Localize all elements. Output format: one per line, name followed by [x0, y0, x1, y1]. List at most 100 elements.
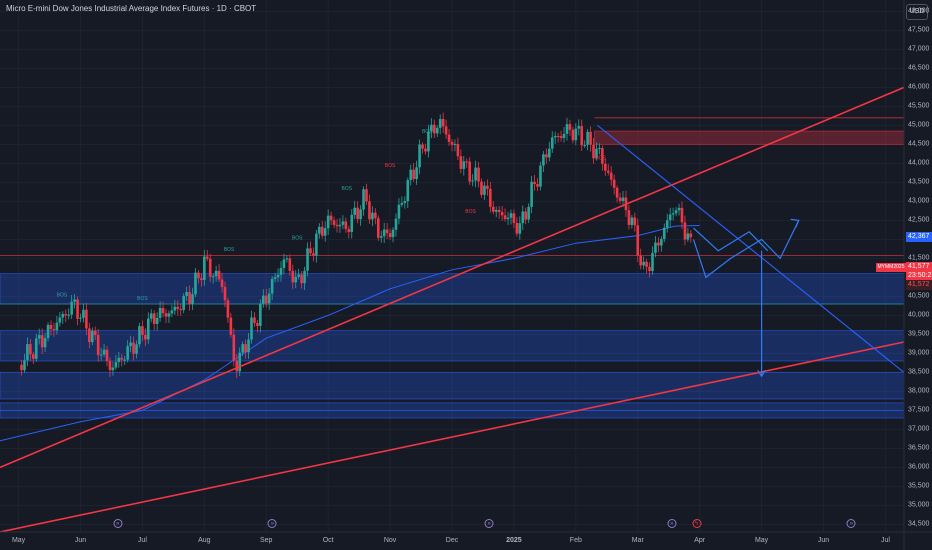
- y-tick-label: 40,500: [908, 292, 930, 300]
- candle-body: [241, 344, 244, 353]
- candle-body: [435, 127, 439, 134]
- candle-body: [90, 330, 94, 343]
- candle-body: [674, 210, 678, 214]
- candle-body: [545, 154, 548, 158]
- y-tick-label: 38,500: [908, 368, 930, 376]
- candle-body: [315, 233, 318, 256]
- candle-body: [639, 255, 643, 266]
- y-tick-label: 47,000: [908, 45, 930, 53]
- candle-body: [480, 181, 483, 195]
- candle-body: [203, 256, 206, 280]
- candle-body: [654, 242, 657, 253]
- candle-body: [586, 131, 589, 145]
- candle-body: [589, 131, 592, 145]
- chart-title: Micro E-mini Dow Jones Industrial Averag…: [6, 4, 257, 13]
- candle-body: [379, 236, 383, 238]
- candle-body: [365, 189, 368, 202]
- event-marker-icon[interactable]: »: [484, 519, 494, 528]
- candle-body: [438, 119, 442, 128]
- symbol-tag: MYMM2025: [876, 263, 906, 272]
- x-tick-label: Jul: [880, 537, 890, 544]
- candle-body: [132, 342, 135, 354]
- zone-box: [0, 330, 905, 362]
- y-tick-label: 35,500: [908, 482, 930, 490]
- candle-body: [683, 222, 687, 240]
- event-marker-icon[interactable]: »: [667, 519, 677, 528]
- candle-body: [347, 229, 351, 232]
- candle-body: [450, 141, 454, 145]
- candle-body: [261, 295, 265, 304]
- candle-body: [250, 317, 253, 340]
- candle-body: [158, 307, 162, 318]
- bos-label: BOS: [137, 296, 148, 302]
- y-tick-label: 36,500: [908, 444, 930, 452]
- bos-label: BOS: [465, 209, 476, 215]
- y-tick-label: 38,000: [908, 387, 930, 395]
- candle-body: [521, 211, 525, 224]
- x-tick-label: Apr: [694, 537, 706, 544]
- candle-body: [244, 344, 247, 353]
- candle-body: [642, 261, 645, 266]
- candle-body: [220, 279, 224, 287]
- candle-body: [356, 207, 359, 220]
- candle-body: [32, 354, 35, 359]
- y-tick-label: 37,000: [908, 425, 930, 433]
- y-tick-label: 47,500: [908, 26, 930, 34]
- candle-body: [689, 233, 693, 238]
- candle-body: [264, 295, 268, 304]
- candle-body: [494, 209, 498, 212]
- candle-body: [530, 181, 533, 207]
- candle-body: [253, 317, 256, 323]
- candle-body: [197, 272, 200, 279]
- candle-body: [200, 278, 203, 280]
- event-marker-icon[interactable]: »: [113, 519, 123, 528]
- candle-body: [677, 207, 681, 211]
- candle-body: [621, 197, 625, 201]
- candle-body: [491, 206, 495, 212]
- candle-body: [630, 217, 634, 225]
- candle-body: [680, 207, 684, 223]
- candle-body: [117, 357, 121, 363]
- candle-body: [353, 207, 357, 215]
- candle-body: [61, 314, 65, 318]
- candle-body: [67, 314, 70, 316]
- candle-body: [459, 156, 463, 169]
- candle-body: [338, 224, 342, 227]
- y-tick-label: 39,000: [908, 349, 930, 357]
- candle-body: [152, 313, 156, 324]
- event-marker-icon[interactable]: »: [267, 519, 277, 528]
- candle-body: [556, 135, 560, 137]
- candle-body: [303, 270, 306, 284]
- bos-label: BOS: [292, 235, 303, 241]
- candle-body: [88, 328, 91, 343]
- countdown-tag: 23:50:22: [906, 271, 932, 281]
- candle-body: [238, 352, 242, 372]
- candle-body: [368, 201, 371, 220]
- candle-body: [553, 135, 557, 138]
- candle-body: [55, 322, 59, 331]
- candle-body: [456, 143, 460, 157]
- candle-body: [539, 165, 542, 187]
- candle-body: [577, 126, 581, 129]
- x-tick-label: Jun: [817, 537, 830, 544]
- candle-body: [320, 226, 324, 236]
- candle-body: [344, 221, 348, 230]
- candle-body: [474, 167, 477, 181]
- event-marker-icon[interactable]: »: [846, 519, 856, 528]
- x-tick-label: 2025: [506, 537, 522, 544]
- x-tick-label: Dec: [445, 537, 459, 544]
- candle-body: [483, 185, 486, 195]
- candle-body: [686, 233, 690, 240]
- trendlines: [0, 86, 905, 533]
- candle-body: [403, 201, 407, 204]
- candle-body: [604, 163, 607, 171]
- currency-button[interactable]: USD: [906, 4, 928, 20]
- candle-body: [412, 169, 415, 180]
- candle-body: [477, 167, 480, 182]
- event-marker-icon[interactable]: ϟ: [692, 519, 702, 528]
- y-tick-label: 42,500: [908, 216, 930, 224]
- candle-body: [382, 229, 386, 237]
- candle-body: [164, 313, 168, 317]
- zone-box: [593, 130, 905, 145]
